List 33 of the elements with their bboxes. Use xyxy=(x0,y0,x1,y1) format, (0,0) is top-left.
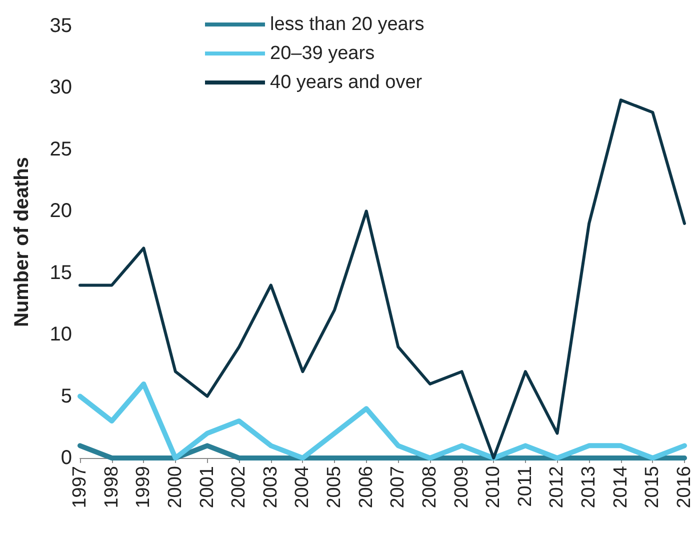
x-tick-label: 2014 xyxy=(610,466,632,508)
x-tick-label: 2007 xyxy=(388,466,409,508)
legend-label: less than 20 years xyxy=(270,14,424,35)
x-tick-label: 2015 xyxy=(642,466,664,508)
y-tick-label: 10 xyxy=(50,324,72,346)
x-tick-label: 2005 xyxy=(324,466,346,508)
legend-label: 20–39 years xyxy=(270,43,375,64)
x-tick-label: 2008 xyxy=(419,466,440,508)
x-tick-label: 2000 xyxy=(164,466,186,508)
x-tick-label: 2003 xyxy=(260,466,282,508)
y-tick-label: 20 xyxy=(50,200,72,222)
x-tick-label: 2002 xyxy=(228,466,250,508)
x-tick-label: 2012 xyxy=(546,466,568,508)
x-tick-label: 2013 xyxy=(578,466,600,508)
y-axis-title: Number of deaths xyxy=(11,156,33,328)
x-tick-label: 1999 xyxy=(133,466,154,508)
y-tick-label: 25 xyxy=(50,138,72,160)
y-tick-label: 0 xyxy=(60,447,72,469)
x-tick-label: 2016 xyxy=(674,466,694,508)
x-tick-label: 2001 xyxy=(196,466,218,508)
x-tick-label: 2004 xyxy=(292,466,314,508)
y-tick-label: 35 xyxy=(50,15,72,37)
x-tick-label: 2006 xyxy=(356,466,377,508)
x-tick-label: 2009 xyxy=(451,466,472,508)
x-tick-label: 1997 xyxy=(70,466,90,508)
x-tick-label: 2010 xyxy=(483,466,504,508)
x-tick-label: 2011 xyxy=(514,466,536,507)
line-series xyxy=(78,98,686,460)
y-tick-label: 30 xyxy=(50,76,72,99)
y-tick-label: 5 xyxy=(60,385,72,408)
legend-label: 40 years and over xyxy=(270,72,423,93)
x-tick-label: 1998 xyxy=(101,466,122,508)
y-tick-label: 15 xyxy=(50,262,72,284)
